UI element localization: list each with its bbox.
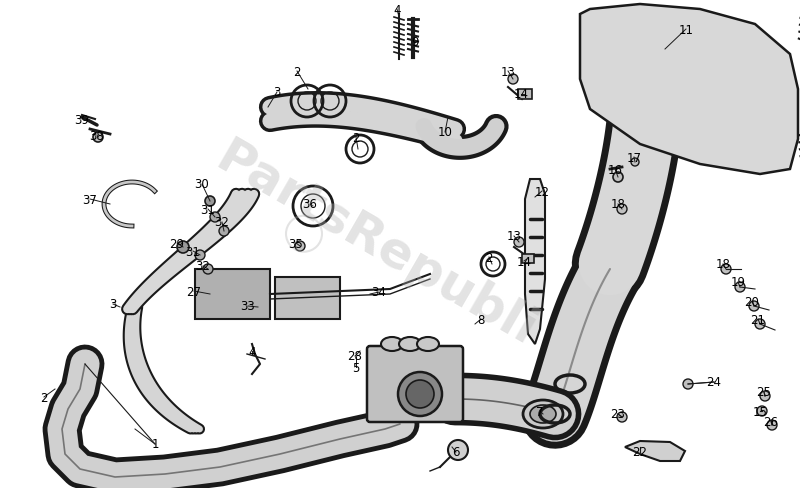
Text: 4: 4 — [248, 345, 256, 358]
Circle shape — [749, 302, 759, 311]
Bar — [275, 278, 340, 319]
Text: 26: 26 — [763, 415, 778, 427]
Text: 28: 28 — [347, 350, 362, 363]
Circle shape — [448, 440, 468, 460]
Text: 32: 32 — [195, 260, 210, 273]
Text: 2: 2 — [486, 251, 493, 264]
Bar — [195, 269, 270, 319]
Text: 20: 20 — [745, 295, 759, 308]
Bar — [522, 254, 534, 264]
Circle shape — [210, 213, 220, 223]
Ellipse shape — [381, 337, 403, 351]
Text: 2: 2 — [40, 391, 48, 404]
Text: 16: 16 — [607, 163, 622, 176]
Circle shape — [295, 242, 305, 251]
Circle shape — [205, 197, 215, 206]
Text: 17: 17 — [626, 151, 642, 164]
Circle shape — [177, 242, 189, 253]
Ellipse shape — [523, 400, 563, 428]
Circle shape — [683, 379, 693, 389]
Circle shape — [398, 372, 442, 416]
Text: 5: 5 — [352, 361, 360, 374]
Circle shape — [721, 264, 731, 274]
Text: 18: 18 — [715, 258, 730, 271]
Bar — [518, 90, 532, 100]
Text: 10: 10 — [438, 126, 453, 139]
Text: 35: 35 — [289, 237, 303, 250]
Text: 3: 3 — [274, 86, 281, 99]
Circle shape — [617, 204, 627, 215]
Text: 31: 31 — [186, 245, 201, 258]
Text: 14: 14 — [514, 88, 529, 102]
Text: PartsRepubli: PartsRepubli — [207, 133, 545, 355]
Text: 14: 14 — [517, 255, 531, 268]
Text: 8: 8 — [478, 313, 485, 326]
Circle shape — [203, 264, 213, 274]
Text: 24: 24 — [706, 376, 722, 389]
Circle shape — [613, 173, 623, 183]
Text: 11: 11 — [678, 23, 694, 37]
Text: 29: 29 — [170, 237, 185, 250]
Circle shape — [767, 420, 777, 430]
Circle shape — [631, 159, 639, 167]
Text: 21: 21 — [750, 313, 766, 326]
Text: 13: 13 — [506, 230, 522, 243]
Ellipse shape — [530, 405, 556, 423]
Text: 37: 37 — [82, 193, 98, 206]
Text: 2: 2 — [352, 131, 360, 144]
Text: 32: 32 — [214, 216, 230, 229]
Ellipse shape — [399, 337, 421, 351]
Circle shape — [406, 380, 434, 408]
Circle shape — [219, 226, 229, 237]
Text: 39: 39 — [74, 113, 90, 126]
Text: 34: 34 — [371, 286, 386, 299]
Text: 3: 3 — [110, 298, 117, 311]
Circle shape — [93, 133, 103, 142]
Text: 9: 9 — [411, 37, 418, 49]
Text: 36: 36 — [302, 198, 318, 211]
Text: 18: 18 — [610, 198, 626, 211]
Circle shape — [755, 319, 765, 329]
Polygon shape — [525, 180, 545, 345]
Circle shape — [760, 391, 770, 401]
Text: 27: 27 — [186, 285, 202, 298]
Polygon shape — [580, 5, 798, 175]
Text: 25: 25 — [757, 386, 771, 399]
Text: 23: 23 — [610, 407, 626, 421]
Text: 38: 38 — [90, 129, 104, 142]
Text: 30: 30 — [194, 178, 210, 191]
Circle shape — [514, 238, 524, 247]
Circle shape — [735, 283, 745, 292]
Ellipse shape — [417, 337, 439, 351]
Text: 7: 7 — [536, 405, 544, 418]
Text: 19: 19 — [730, 276, 746, 289]
Text: 15: 15 — [753, 405, 767, 418]
Circle shape — [617, 412, 627, 422]
Polygon shape — [625, 441, 685, 461]
Circle shape — [757, 406, 767, 416]
FancyBboxPatch shape — [367, 346, 463, 422]
Text: 33: 33 — [241, 300, 255, 313]
Text: 13: 13 — [501, 65, 515, 79]
Text: 31: 31 — [201, 203, 215, 216]
Text: 12: 12 — [534, 185, 550, 198]
Circle shape — [508, 75, 518, 85]
Text: 6: 6 — [452, 446, 460, 459]
Text: 4: 4 — [394, 3, 401, 17]
Text: 1: 1 — [151, 438, 158, 450]
Text: 22: 22 — [633, 446, 647, 459]
Text: 2: 2 — [294, 65, 301, 79]
Circle shape — [195, 250, 205, 261]
